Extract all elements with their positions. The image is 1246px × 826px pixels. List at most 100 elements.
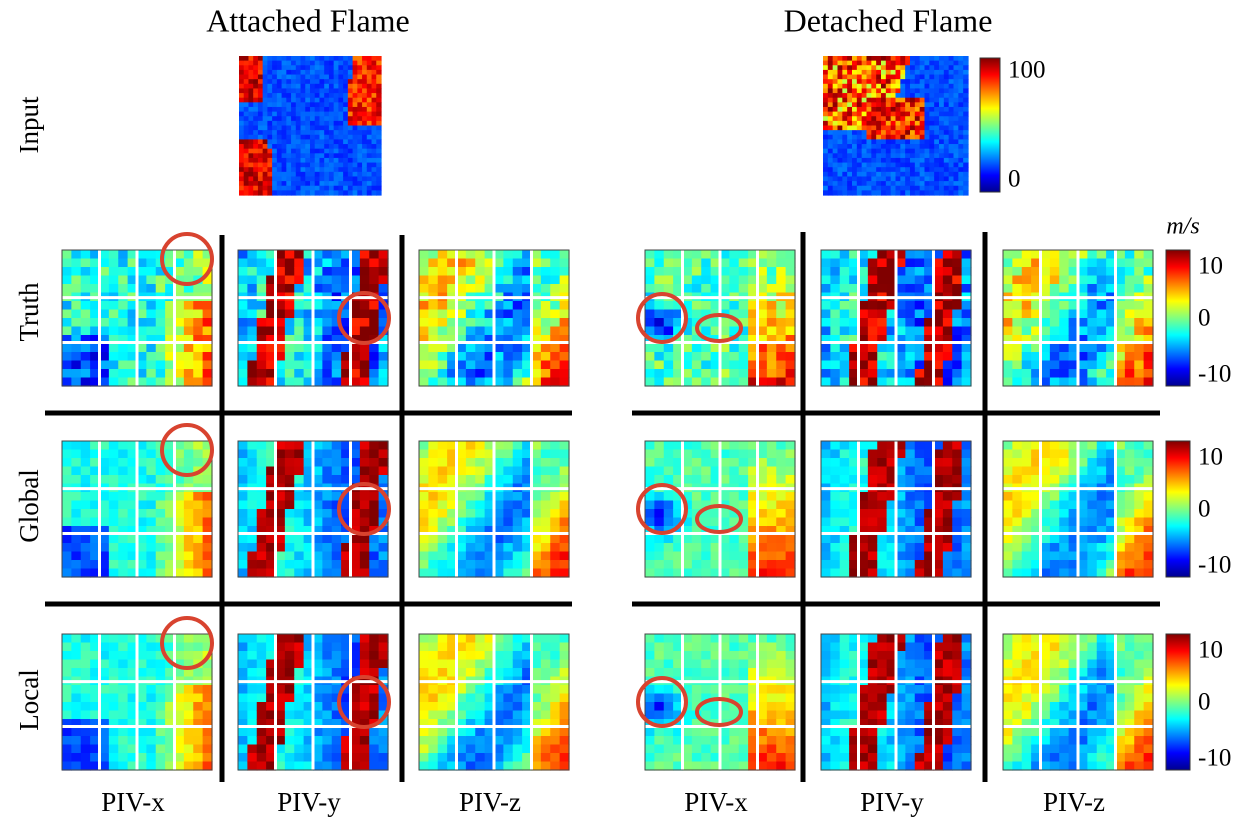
pixel [156, 327, 166, 336]
pixel [900, 56, 905, 61]
pixel [438, 543, 448, 552]
pixel [900, 93, 905, 98]
pixel [896, 190, 901, 195]
pixel [842, 144, 847, 149]
pixel [891, 172, 896, 177]
pixel [905, 176, 910, 181]
pixel [376, 176, 381, 181]
pixel [896, 93, 901, 98]
pixel [881, 158, 886, 163]
pixel [958, 116, 963, 121]
pixel [282, 139, 287, 144]
pixel [847, 65, 852, 70]
pixel [376, 75, 381, 80]
pixel [282, 167, 287, 172]
pixel [81, 728, 91, 737]
pixel [929, 116, 934, 121]
pixel [81, 284, 91, 293]
pixel [257, 634, 267, 643]
pixel [852, 98, 857, 103]
pixel [315, 176, 320, 181]
pixel [282, 88, 287, 93]
pixel [915, 126, 920, 131]
pixel [372, 158, 377, 163]
pixel [654, 475, 664, 484]
pixel [560, 694, 570, 703]
pixel [301, 139, 306, 144]
pixel [324, 56, 329, 61]
pixel [360, 450, 370, 459]
pixel [767, 736, 777, 745]
pixel [550, 634, 560, 643]
pixel [776, 711, 786, 720]
pixel [301, 116, 306, 121]
pixel [329, 163, 334, 168]
pixel [285, 560, 295, 569]
pixel [118, 352, 128, 361]
pixel [71, 284, 81, 293]
pixel [905, 93, 910, 98]
pixel [247, 543, 257, 552]
pixel [379, 284, 389, 293]
pixel [560, 310, 570, 319]
pixel [786, 552, 796, 561]
pixel [503, 518, 513, 527]
pixel [842, 172, 847, 177]
pixel [915, 121, 920, 126]
pixel [334, 98, 339, 103]
pixel [379, 668, 389, 677]
pixel [253, 163, 258, 168]
pixel [286, 158, 291, 163]
pixel [282, 135, 287, 140]
pixel [258, 186, 263, 191]
pixel [253, 176, 258, 181]
pixel [654, 543, 664, 552]
pixel [830, 250, 840, 259]
pixel [776, 344, 786, 353]
pixel [282, 112, 287, 117]
pixel [886, 181, 891, 186]
pixel [939, 56, 944, 61]
pixel [934, 172, 939, 177]
pixel [277, 112, 282, 117]
pixel [963, 93, 968, 98]
pixel [257, 310, 267, 319]
pixel [905, 79, 910, 84]
pixel [247, 441, 257, 450]
pixel [466, 685, 476, 694]
pixel [857, 139, 862, 144]
pixel [239, 121, 244, 126]
pixel [146, 685, 156, 694]
pixel [847, 98, 852, 103]
pixel [664, 501, 674, 510]
pixel [438, 753, 448, 762]
pixel [247, 745, 257, 754]
pixel [184, 352, 194, 361]
pixel [369, 651, 379, 660]
pixel [896, 130, 901, 135]
pixel [146, 762, 156, 771]
pixel [929, 144, 934, 149]
pixel [958, 172, 963, 177]
pixel [910, 181, 915, 186]
pixel [109, 634, 119, 643]
pixel [513, 458, 523, 467]
pixel [238, 318, 248, 327]
pixel [362, 93, 367, 98]
pixel [664, 509, 674, 518]
pixel [900, 163, 905, 168]
pixel [146, 259, 156, 268]
pixel [944, 181, 949, 186]
pixel [915, 116, 920, 121]
pixel [786, 518, 796, 527]
pixel [263, 93, 268, 98]
pixel [367, 190, 372, 195]
pixel [900, 102, 905, 107]
pixel [881, 139, 886, 144]
pixel [701, 518, 711, 527]
pixel [369, 736, 379, 745]
pixel [253, 190, 258, 195]
pixel [905, 121, 910, 126]
pixel [920, 61, 925, 66]
pixel [193, 284, 203, 293]
